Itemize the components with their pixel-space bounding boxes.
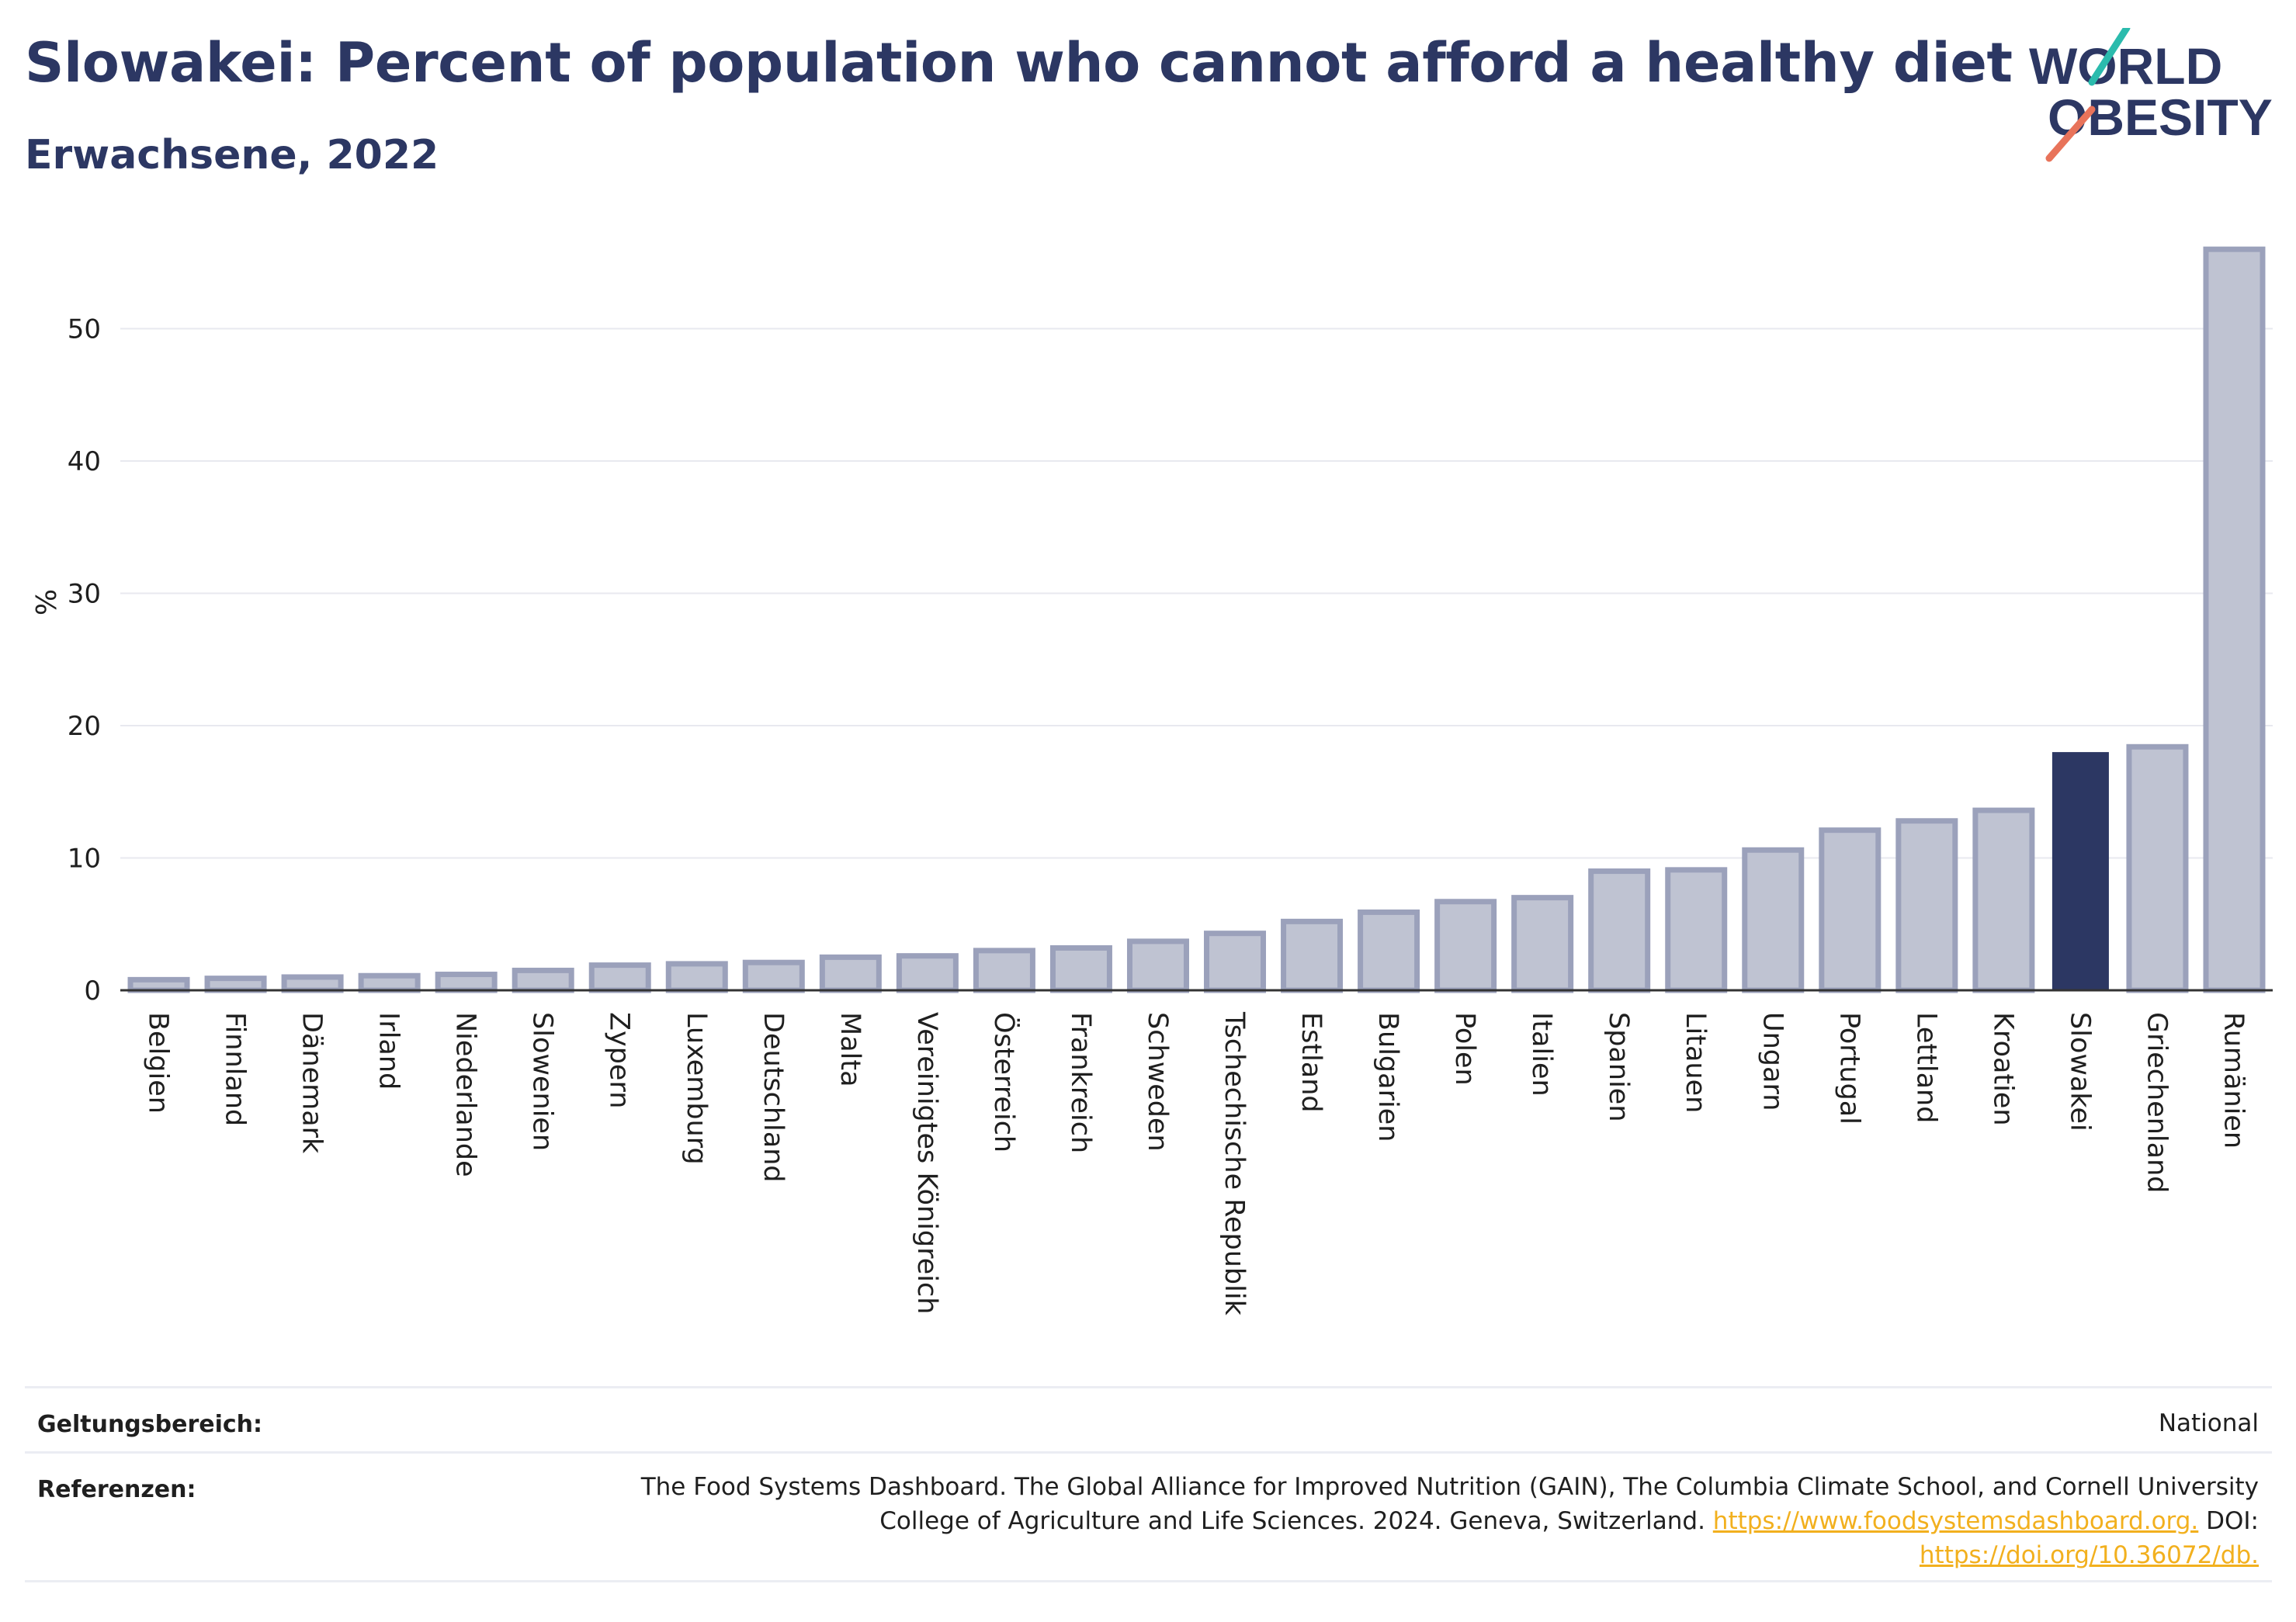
x-tick-label: Malta: [834, 1012, 865, 1087]
bar-portugal: [1819, 827, 1882, 993]
bar-deutschland: [742, 959, 805, 993]
x-tick-label: Vereinigtes Königreich: [911, 1012, 942, 1314]
footer-divider-bottom: [25, 1580, 2272, 1582]
y-tick-label: 10: [68, 844, 101, 875]
x-tick-label: Irland: [373, 1012, 404, 1090]
logo-word-world: WORLD: [2029, 37, 2222, 95]
x-tick-label: Italien: [1526, 1012, 1557, 1097]
x-tick-label: Slowakei: [2064, 1012, 2095, 1132]
x-tick-label: Spanien: [1603, 1012, 1634, 1122]
y-axis-label: %: [31, 589, 63, 615]
bar-malta: [819, 954, 882, 993]
x-tick-label: Slowenien: [527, 1012, 558, 1151]
x-tick-label: Luxemburg: [681, 1012, 712, 1165]
bar-rumänien: [2203, 246, 2266, 993]
x-tick-label: Tschechische Republik: [1219, 1011, 1250, 1316]
references-line-1: The Food Systems Dashboard. The Global A…: [640, 1473, 2259, 1501]
references-line-3: https://doi.org/10.36072/db.: [641, 1538, 2259, 1572]
footer-divider-mid: [25, 1451, 2272, 1454]
y-tick-label: 50: [68, 314, 101, 345]
bar-slowenien: [512, 967, 574, 993]
bar-zypern: [588, 962, 651, 993]
x-tick-label: Zypern: [604, 1012, 635, 1108]
bar-lettland: [1895, 818, 1958, 993]
logo-slash-teal: [2088, 28, 2131, 86]
x-tick-label: Niederlande: [450, 1012, 481, 1177]
y-tick-label: 0: [84, 976, 101, 1007]
y-tick-label: 40: [68, 446, 101, 477]
x-tick-label: Rumänien: [2218, 1012, 2249, 1149]
x-tick-label: Ungarn: [1757, 1012, 1788, 1111]
x-tick-label: Finnland: [220, 1012, 251, 1126]
bar-vereinigtes-königreich: [896, 953, 959, 993]
references-line-2-text: College of Agriculture and Life Sciences…: [879, 1507, 1705, 1535]
y-tick-label: 30: [68, 579, 101, 610]
bar-schweden: [1126, 938, 1189, 993]
footer-divider-top: [25, 1386, 2272, 1388]
dashboard-link[interactable]: https://www.foodsystemsdashboard.org.: [1712, 1507, 2199, 1535]
x-tick-label: Deutschland: [758, 1012, 789, 1183]
scope-value: National: [2158, 1409, 2259, 1437]
references-label: Referenzen:: [37, 1476, 196, 1503]
references-line-2: College of Agriculture and Life Sciences…: [641, 1504, 2259, 1538]
scope-label: Geltungsbereich:: [37, 1411, 263, 1438]
x-tick-label: Litauen: [1680, 1012, 1711, 1113]
x-tick-label: Dänemark: [297, 1012, 328, 1154]
bar-griechenland: [2126, 743, 2189, 993]
x-tick-label: Schweden: [1142, 1012, 1173, 1152]
doi-label: DOI:: [2206, 1507, 2259, 1535]
world-obesity-logo: WORLD OBESITY: [2029, 28, 2273, 162]
x-tick-label: Frankreich: [1065, 1012, 1096, 1153]
bar-tschechische-republik: [1204, 931, 1267, 993]
bar-irland: [358, 972, 421, 993]
y-tick-label: 20: [68, 711, 101, 742]
bar-slowakei: [2051, 752, 2109, 990]
x-tick-label: Portugal: [1833, 1012, 1864, 1125]
references-text: The Food Systems Dashboard. The Global A…: [641, 1470, 2259, 1572]
bar-polen: [1434, 899, 1497, 993]
x-tick-label: Griechenland: [2141, 1012, 2172, 1193]
x-tick-label: Estland: [1295, 1012, 1327, 1113]
logo-slash-coral: [2045, 106, 2096, 162]
bar-österreich: [973, 948, 1035, 993]
bar-ungarn: [1742, 847, 1805, 993]
page-subtitle: Erwachsene, 2022: [25, 132, 439, 178]
bar-belgien: [127, 976, 190, 993]
bar-bulgarien: [1358, 909, 1420, 993]
bar-niederlande: [435, 972, 498, 993]
bar-italien: [1511, 895, 1574, 993]
bar-dänemark: [281, 974, 344, 993]
bar-chart: 0 10 20 30 40 50% Belgien Finnland Dänemark Irlan…: [31, 246, 2273, 1316]
x-tick-label: Österreich: [988, 1012, 1021, 1152]
doi-link[interactable]: https://doi.org/10.36072/db.: [1919, 1541, 2259, 1569]
bar-estland: [1281, 918, 1344, 993]
x-tick-label: Bulgarien: [1372, 1012, 1403, 1142]
x-tick-label: Kroatien: [1987, 1012, 2018, 1126]
x-tick-label: Lettland: [1910, 1012, 1941, 1123]
bar-litauen: [1665, 867, 1728, 993]
page-title: Slowakei: Percent of population who cann…: [25, 31, 2013, 95]
bar-finnland: [204, 976, 267, 993]
bar-kroatien: [1972, 807, 2035, 993]
x-tick-label: Belgien: [143, 1012, 174, 1114]
x-tick-label: Polen: [1449, 1012, 1480, 1086]
bar-spanien: [1588, 868, 1651, 993]
bar-frankreich: [1049, 944, 1112, 993]
bar-luxemburg: [665, 961, 728, 993]
